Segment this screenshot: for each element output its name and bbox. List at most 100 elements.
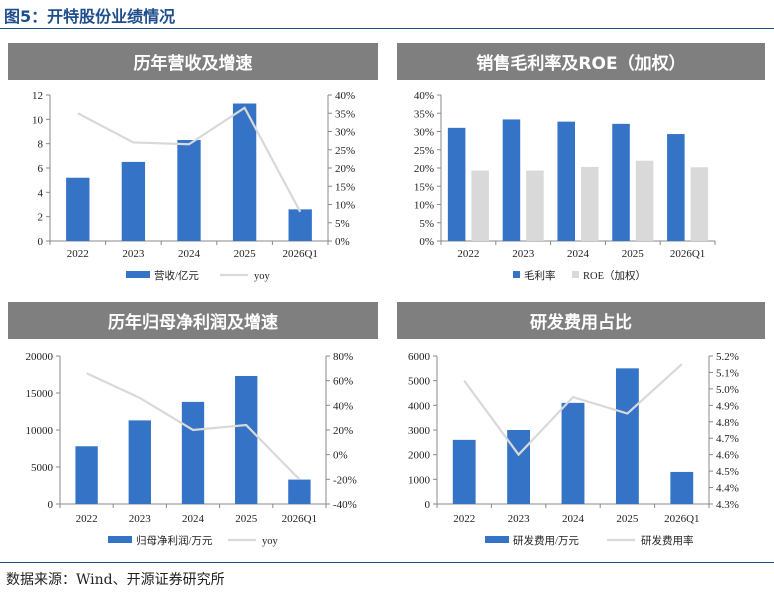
x-tick-label: 2026Q1 — [670, 248, 705, 260]
series-line — [86, 372, 301, 481]
x-tick-label: 2023 — [508, 513, 531, 525]
right-tick-label: 4.7% — [716, 433, 739, 445]
x-tick-label: 2026Q1 — [282, 248, 317, 260]
bar — [526, 170, 544, 241]
right-tick-label: 35% — [335, 108, 355, 120]
right-tick-label: 4.4% — [716, 483, 739, 495]
right-tick-label: 20% — [333, 425, 353, 437]
right-tick-label: 5.2% — [716, 351, 739, 363]
figure-title: 图5：开特股份业绩情况 — [4, 7, 176, 26]
x-tick-label: 2026Q1 — [664, 513, 699, 525]
legend-label: yoy — [254, 271, 271, 282]
left-tick-label: 4 — [38, 187, 44, 199]
bar — [502, 119, 521, 241]
top-rule — [0, 28, 774, 29]
panel-title: 研发费用占比 — [397, 302, 765, 339]
bar — [452, 439, 476, 504]
bar — [288, 479, 311, 504]
right-tick-label: 4.6% — [716, 450, 739, 462]
bar — [75, 446, 98, 504]
left-tick-label: 20000 — [26, 351, 54, 363]
bar — [177, 140, 201, 241]
legend-label: 营收/亿元 — [154, 269, 199, 282]
left-tick-label: 20% — [414, 163, 434, 175]
right-tick-label: 40% — [335, 90, 355, 102]
bar — [635, 160, 654, 241]
legend-swatch — [485, 536, 509, 543]
left-tick-label: 0% — [419, 236, 434, 248]
left-tick-label: 15% — [414, 181, 434, 193]
right-tick-label: 0% — [335, 236, 350, 248]
right-tick-label: 4.5% — [716, 466, 739, 478]
x-tick-label: 2022 — [76, 513, 98, 525]
left-tick-label: 5000 — [31, 462, 54, 474]
right-tick-label: 4.3% — [716, 499, 739, 511]
bar — [121, 161, 146, 241]
right-tick-label: 5.1% — [716, 367, 739, 379]
right-tick-label: 4.9% — [716, 400, 739, 412]
bar — [507, 430, 531, 504]
x-tick-label: 2025 — [234, 248, 257, 260]
right-tick-label: -20% — [333, 474, 357, 486]
net-profit-panel: 历年归母净利润及增速 0 5000 10000 15000 20000 -40% -20% 0… — [8, 302, 384, 560]
right-tick-label: 15% — [335, 181, 355, 193]
x-tick-label: 2022 — [453, 513, 475, 525]
left-tick-label: 10 — [32, 114, 44, 126]
right-tick-label: 80% — [333, 351, 353, 363]
margin-roe-chart: 0% 5% 10% 15% 20% 25% 30% 35% 40% 2022 2023 2024 202… — [414, 90, 716, 282]
x-tick-label: 2024 — [567, 248, 590, 260]
bar — [690, 167, 709, 241]
x-tick-label: 2022 — [457, 248, 479, 260]
right-tick-label: 4.8% — [716, 417, 739, 429]
bar — [561, 402, 585, 504]
bar — [232, 103, 257, 241]
bar — [471, 170, 489, 241]
left-tick-label: 0 — [48, 499, 54, 511]
x-tick-label: 2023 — [512, 248, 535, 260]
x-tick-label: 2025 — [235, 513, 258, 525]
legend-swatch — [126, 271, 150, 278]
left-tick-label: 4000 — [408, 400, 431, 412]
panel-title: 历年营收及增速 — [8, 43, 378, 80]
right-tick-label: 30% — [335, 127, 355, 139]
rnd-panel: 研发费用占比 0 1000 2000 3000 4000 5000 6000 4.3% 4.4%… — [397, 302, 767, 560]
left-tick-label: 1000 — [408, 474, 431, 486]
left-tick-label: 10000 — [26, 425, 54, 437]
left-tick-label: 10% — [414, 200, 434, 212]
bar — [667, 134, 685, 241]
bottom-rule — [0, 562, 774, 563]
panel-title: 历年归母净利润及增速 — [8, 302, 378, 339]
right-tick-label: 40% — [333, 400, 353, 412]
rnd-chart: 0 1000 2000 3000 4000 5000 6000 4.3% 4.4% 4.5% 4.6… — [408, 351, 739, 547]
bar — [128, 420, 151, 504]
left-tick-label: 30% — [414, 127, 434, 139]
series-line — [463, 363, 683, 457]
left-tick-label: 2000 — [408, 450, 431, 462]
left-tick-label: 25% — [414, 145, 434, 157]
right-tick-label: 5% — [335, 218, 350, 230]
x-tick-label: 2024 — [182, 513, 205, 525]
x-tick-label: 2025 — [622, 248, 645, 260]
bar — [581, 166, 599, 241]
legend-swatch — [108, 536, 132, 543]
left-tick-label: 0 — [38, 236, 44, 248]
revenue-panel: 历年营收及增速 0 2 4 6 8 10 12 0% 5% 10% 15% 20% 25% 30% 35% 4… — [8, 43, 384, 293]
right-tick-label: -40% — [333, 499, 357, 511]
legend-label: 研发费用/万元 — [513, 534, 579, 547]
bar — [447, 127, 466, 241]
right-tick-label: 25% — [335, 145, 355, 157]
left-tick-label: 35% — [414, 108, 434, 120]
bar — [615, 368, 639, 504]
x-tick-label: 2022 — [67, 248, 89, 260]
x-tick-label: 2025 — [616, 513, 639, 525]
right-tick-label: 5.0% — [716, 384, 739, 396]
x-tick-label: 2023 — [122, 248, 145, 260]
legend-swatch — [513, 271, 520, 278]
legend-label: 研发费用率 — [641, 534, 694, 547]
x-tick-label: 2023 — [129, 513, 152, 525]
left-tick-label: 12 — [32, 90, 43, 102]
revenue-chart: 0 2 4 6 8 10 12 0% 5% 10% 15% 20% 25% 30% 35% 40% 2022 20… — [32, 90, 355, 282]
left-tick-label: 0 — [425, 499, 431, 511]
right-tick-label: 10% — [335, 200, 355, 212]
series-line — [77, 106, 302, 213]
